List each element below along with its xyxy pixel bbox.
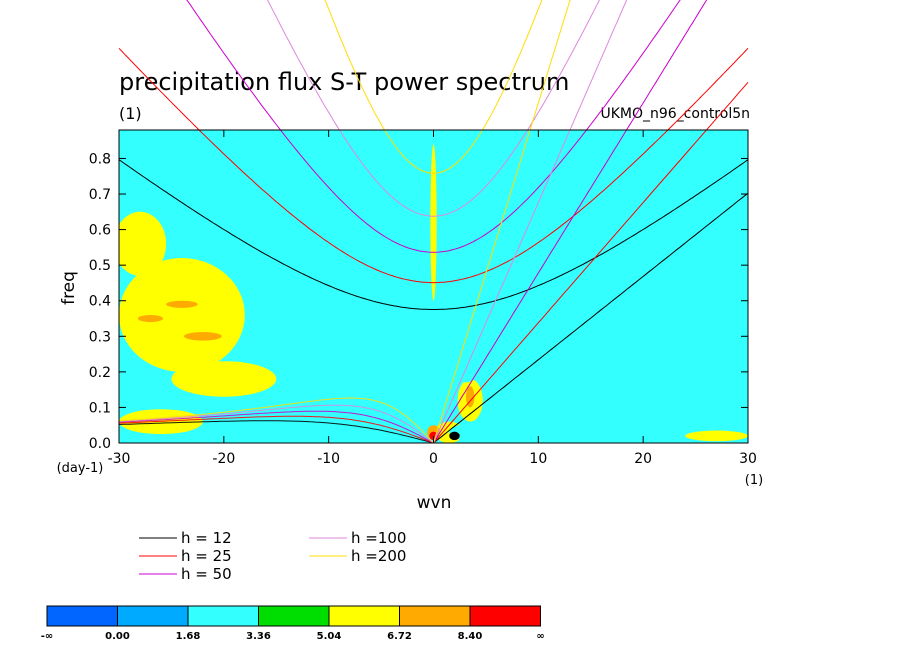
legend-label-h100: h =100 xyxy=(351,529,406,547)
colorbar-label: 8.40 xyxy=(458,631,483,642)
x-unit-label: (1) xyxy=(745,473,763,488)
y-tick-label: 0.2 xyxy=(89,365,111,381)
x-tick-label: 20 xyxy=(634,451,652,467)
kelvin-wave-curve-h200 xyxy=(433,0,571,444)
colorbar-swatch xyxy=(117,605,189,627)
x-tick-label: -30 xyxy=(108,451,131,467)
spectrum-region-6 xyxy=(685,430,748,442)
colorbar-swatch xyxy=(187,605,259,627)
colorbar-label: 1.68 xyxy=(176,631,201,642)
y-tick-label: 0.1 xyxy=(89,400,111,416)
colorbar-label: 3.36 xyxy=(246,631,271,642)
spectrum-region-2 xyxy=(171,361,277,397)
x-axis: -30 -20 -10 0 10 20 30 xyxy=(108,130,757,467)
colorbar-swatch xyxy=(399,605,471,627)
colorbar-label: 5.04 xyxy=(317,631,342,642)
y-tick-label: 0.4 xyxy=(89,294,111,310)
gravity-wave-curve-h12 xyxy=(118,159,749,310)
rossby-wave-curve-h200 xyxy=(118,397,434,444)
legend-label-h50: h = 50 xyxy=(181,565,232,583)
spectrum-region-1 xyxy=(119,211,167,276)
colorbar-swatch xyxy=(258,605,330,627)
colorbar-label: 6.72 xyxy=(387,631,412,642)
spectrum-region-19 xyxy=(449,431,460,441)
rossby-wave-curve-h100 xyxy=(118,404,434,444)
legend-label-h200: h =200 xyxy=(351,547,406,565)
y-tick-label: 0.7 xyxy=(89,187,111,203)
legend-label-h25: h = 25 xyxy=(181,547,232,565)
y-axis: 0.0 0.1 0.2 0.3 0.4 0.5 0.6 0.7 0.8 xyxy=(89,151,748,452)
x-axis-label: wvn xyxy=(417,493,452,513)
spectrum-region-0 xyxy=(119,258,245,372)
spectrum-region-11 xyxy=(255,425,319,440)
chart-title: precipitation flux S-T power spectrum xyxy=(119,68,569,96)
y-unit-label: (day-1) xyxy=(57,461,104,476)
colorbar-swatch xyxy=(469,605,541,627)
y-tick-label: 0.3 xyxy=(89,329,111,345)
y-tick-label: 0.5 xyxy=(89,258,111,274)
colorbar-label: ∞ xyxy=(536,631,544,642)
colorbar: -∞ 0.00 1.68 3.36 5.04 6.72 8.40 ∞ xyxy=(41,605,545,642)
colorbar-label: -∞ xyxy=(41,631,53,642)
gravity-wave-curve-h25 xyxy=(118,47,749,284)
colorbar-swatch xyxy=(46,605,118,627)
x-tick-label: 0 xyxy=(429,451,438,467)
spectrum-region-12 xyxy=(449,421,523,443)
y-tick-label: 0.8 xyxy=(89,151,111,167)
y-tick-label: 0.0 xyxy=(89,436,111,452)
legend-label-h12: h = 12 xyxy=(181,529,232,547)
spectrum-region-14 xyxy=(183,332,222,341)
gravity-wave-curve-h200 xyxy=(324,0,543,174)
gravity-wave-curve-h50 xyxy=(186,0,681,253)
spectrum-region-7 xyxy=(430,144,437,301)
x-tick-label: 10 xyxy=(529,451,547,467)
colorbar-label: 0.00 xyxy=(105,631,130,642)
spectrum-region-10 xyxy=(443,325,486,383)
kelvin-wave-curve-h25 xyxy=(433,81,749,444)
spectrum-region-9 xyxy=(372,265,411,372)
y-tick-label: 0.6 xyxy=(89,223,111,239)
gravity-wave-curve-h100 xyxy=(267,0,600,217)
spectrum-region-15 xyxy=(137,314,164,323)
kelvin-wave-curve-h100 xyxy=(433,0,628,444)
x-tick-label: -20 xyxy=(212,451,235,467)
x-tick-label: 30 xyxy=(739,451,757,467)
dispersion-curves xyxy=(118,0,749,444)
spectrum-region-8 xyxy=(506,339,654,426)
spectrum-regions xyxy=(119,144,748,443)
plot-area xyxy=(118,0,749,444)
spectrum-region-17 xyxy=(465,386,475,408)
dataset-label: UKMO_n96_control5n xyxy=(600,106,750,122)
rossby-wave-curve-h12 xyxy=(118,420,434,444)
colorbar-swatch xyxy=(328,605,400,627)
spectrum-region-13 xyxy=(166,300,198,308)
kelvin-wave-curve-h50 xyxy=(433,0,708,444)
rossby-wave-curve-h25 xyxy=(118,415,434,444)
chart-subtitle: (1) xyxy=(119,104,142,123)
kelvin-wave-curve-h12 xyxy=(433,192,749,444)
rossby-wave-curve-h50 xyxy=(118,410,434,444)
x-tick-label: -10 xyxy=(317,451,340,467)
y-axis-label: freq xyxy=(59,271,79,305)
